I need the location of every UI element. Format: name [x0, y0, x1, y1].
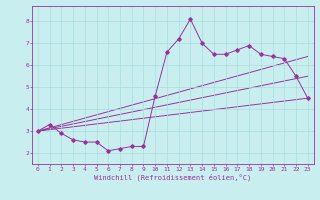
X-axis label: Windchill (Refroidissement éolien,°C): Windchill (Refroidissement éolien,°C) — [94, 173, 252, 181]
